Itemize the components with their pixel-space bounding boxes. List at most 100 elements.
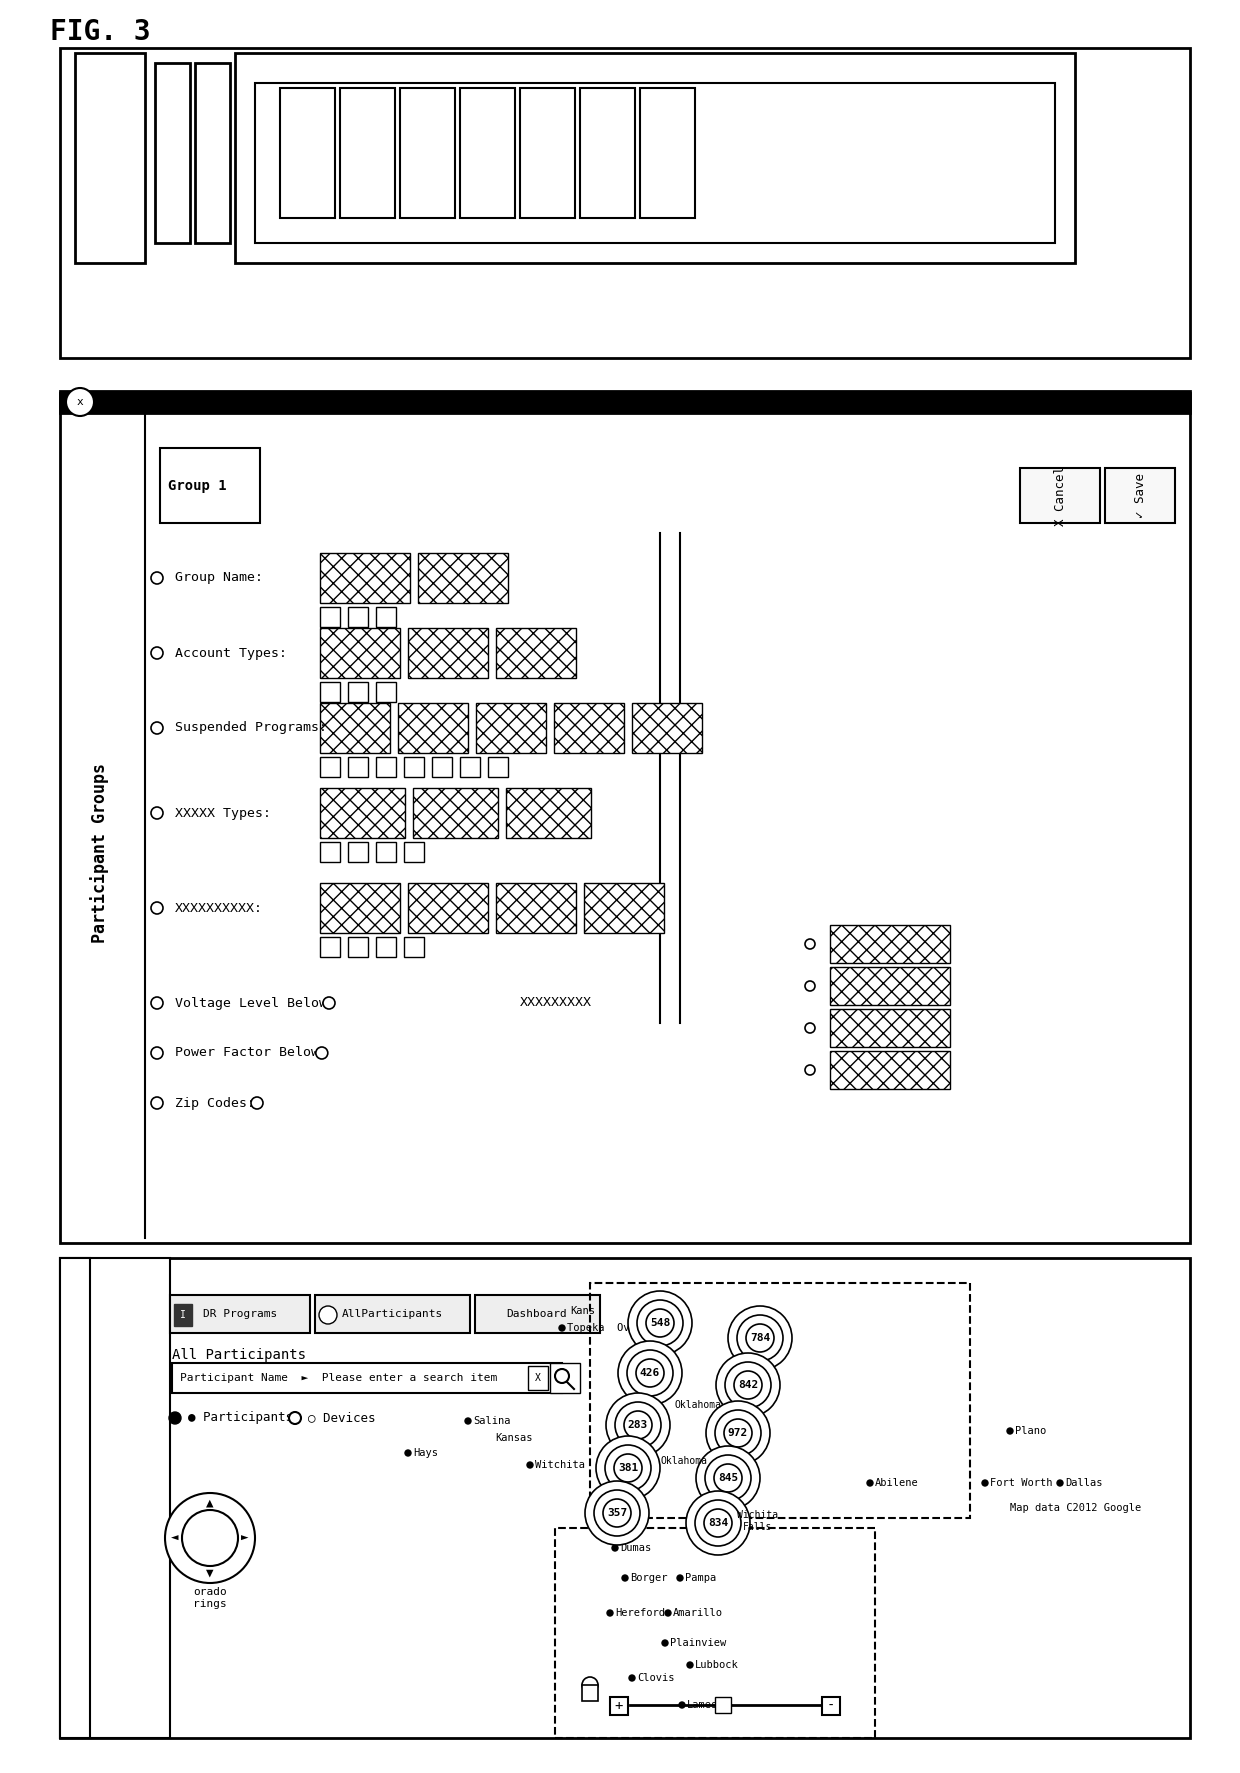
Circle shape bbox=[613, 1544, 618, 1551]
Bar bbox=[376, 842, 396, 862]
Bar bbox=[489, 757, 508, 777]
Text: Kansas: Kansas bbox=[495, 1433, 532, 1443]
Text: Zip Codes:: Zip Codes: bbox=[175, 1096, 255, 1110]
Bar bbox=[348, 757, 368, 777]
Circle shape bbox=[618, 1340, 682, 1404]
Circle shape bbox=[680, 1702, 684, 1707]
Circle shape bbox=[867, 1480, 873, 1486]
Bar bbox=[1021, 468, 1100, 523]
Circle shape bbox=[615, 1402, 661, 1449]
Bar bbox=[320, 842, 340, 862]
Text: Pampa: Pampa bbox=[684, 1573, 717, 1583]
Text: Amarillo: Amarillo bbox=[673, 1608, 723, 1619]
Circle shape bbox=[559, 1324, 565, 1332]
Bar bbox=[404, 936, 424, 957]
Circle shape bbox=[714, 1464, 742, 1493]
Bar bbox=[582, 1684, 598, 1700]
Bar bbox=[432, 757, 453, 777]
Text: 845: 845 bbox=[718, 1473, 738, 1482]
Text: ✓ Save: ✓ Save bbox=[1133, 473, 1147, 518]
Bar bbox=[60, 1259, 170, 1738]
Text: Group Name:: Group Name: bbox=[175, 571, 263, 585]
Text: ○ Devices: ○ Devices bbox=[308, 1411, 376, 1424]
Bar bbox=[170, 1294, 310, 1333]
Circle shape bbox=[151, 647, 162, 660]
Circle shape bbox=[316, 1048, 327, 1058]
Circle shape bbox=[606, 1394, 670, 1457]
Circle shape bbox=[151, 573, 162, 583]
Bar bbox=[580, 89, 635, 218]
Circle shape bbox=[151, 807, 162, 819]
Text: Oklahoma: Oklahoma bbox=[661, 1456, 708, 1466]
Circle shape bbox=[704, 1509, 732, 1537]
Bar bbox=[172, 1363, 562, 1394]
Circle shape bbox=[182, 1511, 238, 1566]
Text: Participant Groups: Participant Groups bbox=[91, 762, 109, 943]
Bar bbox=[496, 883, 577, 933]
Text: ▲: ▲ bbox=[206, 1496, 213, 1509]
Circle shape bbox=[608, 1610, 613, 1615]
Bar bbox=[280, 89, 335, 218]
Circle shape bbox=[805, 1066, 815, 1074]
Text: Witchita: Witchita bbox=[534, 1459, 585, 1470]
Bar bbox=[376, 683, 396, 702]
Text: Map data C2012 Google: Map data C2012 Google bbox=[1011, 1504, 1141, 1512]
Text: ● Participants: ● Participants bbox=[188, 1411, 293, 1424]
Circle shape bbox=[734, 1371, 763, 1399]
Bar bbox=[320, 936, 340, 957]
Bar bbox=[320, 606, 340, 628]
Circle shape bbox=[737, 1316, 782, 1362]
Text: Plano: Plano bbox=[1016, 1425, 1047, 1436]
Bar bbox=[404, 757, 424, 777]
Text: Kans: Kans bbox=[570, 1307, 595, 1316]
Text: Participant Name  ►  Please enter a search item: Participant Name ► Please enter a search… bbox=[180, 1372, 497, 1383]
Bar bbox=[320, 757, 340, 777]
Bar bbox=[340, 89, 396, 218]
Text: 842: 842 bbox=[738, 1379, 758, 1390]
Circle shape bbox=[715, 1353, 780, 1417]
Circle shape bbox=[1007, 1427, 1013, 1434]
Circle shape bbox=[582, 1677, 598, 1693]
Circle shape bbox=[646, 1308, 675, 1337]
Text: Hays: Hays bbox=[413, 1449, 438, 1457]
Circle shape bbox=[686, 1491, 750, 1555]
Circle shape bbox=[151, 1097, 162, 1108]
Text: Clovis: Clovis bbox=[637, 1674, 675, 1683]
Circle shape bbox=[627, 1291, 692, 1355]
Circle shape bbox=[706, 1401, 770, 1464]
Bar bbox=[830, 926, 950, 963]
Text: Lubbock: Lubbock bbox=[694, 1660, 739, 1670]
Circle shape bbox=[465, 1418, 471, 1424]
Circle shape bbox=[706, 1456, 751, 1502]
Bar bbox=[174, 1303, 192, 1326]
Text: 834: 834 bbox=[708, 1518, 728, 1528]
Bar bbox=[60, 1259, 1190, 1738]
Bar bbox=[460, 757, 480, 777]
Bar bbox=[610, 1697, 627, 1714]
Bar bbox=[520, 89, 575, 218]
Circle shape bbox=[289, 1411, 301, 1424]
Text: orado
rings: orado rings bbox=[193, 1587, 227, 1608]
Circle shape bbox=[805, 980, 815, 991]
Circle shape bbox=[725, 1362, 771, 1408]
Bar bbox=[640, 89, 694, 218]
Bar bbox=[155, 64, 190, 243]
Text: Power Factor Below:: Power Factor Below: bbox=[175, 1046, 327, 1060]
Circle shape bbox=[319, 1307, 337, 1324]
Bar bbox=[408, 883, 489, 933]
Text: Oklahoma: Oklahoma bbox=[675, 1401, 722, 1410]
Text: XXXXX Types:: XXXXX Types: bbox=[175, 807, 272, 819]
Circle shape bbox=[614, 1454, 642, 1482]
Circle shape bbox=[624, 1411, 652, 1440]
Text: 283: 283 bbox=[627, 1420, 649, 1431]
Bar bbox=[715, 1697, 732, 1713]
Text: Plainview: Plainview bbox=[670, 1638, 727, 1647]
Circle shape bbox=[1056, 1480, 1063, 1486]
Bar bbox=[376, 936, 396, 957]
Text: Suspended Programs:: Suspended Programs: bbox=[175, 722, 327, 734]
Circle shape bbox=[527, 1463, 533, 1468]
Text: X: X bbox=[536, 1372, 541, 1383]
Bar bbox=[460, 89, 515, 218]
Circle shape bbox=[728, 1307, 792, 1371]
Bar bbox=[348, 842, 368, 862]
